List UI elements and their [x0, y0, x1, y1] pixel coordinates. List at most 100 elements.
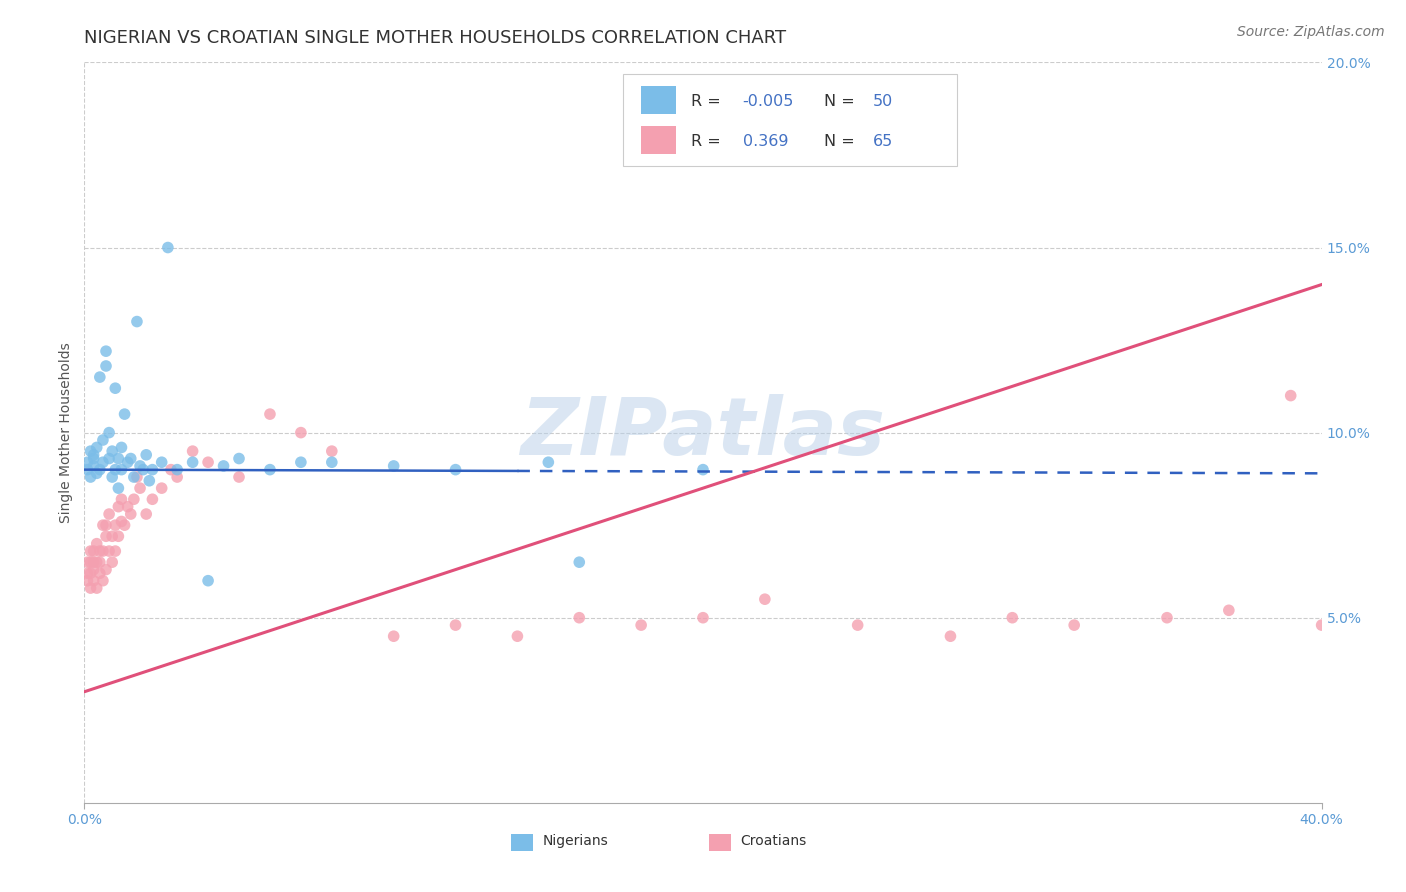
Point — [107, 529, 129, 543]
Point — [86, 536, 108, 550]
Text: R =: R = — [690, 94, 725, 109]
Point — [76, 574, 98, 588]
Point — [568, 555, 591, 569]
Point — [444, 462, 467, 476]
Point — [79, 444, 101, 458]
Point — [104, 462, 127, 476]
Point — [846, 618, 869, 632]
Point — [150, 481, 173, 495]
Point — [129, 481, 152, 495]
Point — [86, 555, 108, 569]
Point — [117, 500, 139, 514]
Point — [1156, 610, 1178, 624]
Point — [156, 240, 179, 255]
Point — [83, 458, 105, 473]
Point — [692, 462, 714, 476]
Point — [382, 458, 405, 473]
Point — [107, 500, 129, 514]
Point — [197, 455, 219, 469]
Point — [114, 518, 136, 533]
Point — [120, 507, 142, 521]
Point — [129, 458, 152, 473]
Point — [290, 455, 312, 469]
Point — [125, 470, 148, 484]
Point — [228, 451, 250, 466]
Point — [110, 462, 132, 476]
Point — [212, 458, 235, 473]
Point — [568, 610, 591, 624]
Point — [91, 433, 114, 447]
Point — [228, 470, 250, 484]
Point — [382, 629, 405, 643]
Point — [259, 462, 281, 476]
Point — [1310, 618, 1333, 632]
Text: N =: N = — [824, 134, 860, 149]
Point — [79, 544, 101, 558]
Point — [83, 544, 105, 558]
Point — [101, 470, 124, 484]
Point — [197, 574, 219, 588]
FancyBboxPatch shape — [641, 127, 676, 154]
Point — [692, 610, 714, 624]
Point — [110, 515, 132, 529]
Text: -0.005: -0.005 — [742, 94, 794, 109]
Point — [83, 555, 105, 569]
Point — [104, 544, 127, 558]
Point — [537, 455, 560, 469]
Point — [114, 407, 136, 421]
Point — [94, 529, 117, 543]
Point — [160, 462, 183, 476]
Point — [94, 563, 117, 577]
Point — [107, 481, 129, 495]
Point — [91, 574, 114, 588]
Point — [135, 507, 157, 521]
Point — [939, 629, 962, 643]
Point — [94, 344, 117, 359]
Point — [89, 555, 111, 569]
Point — [122, 470, 145, 484]
Point — [321, 455, 343, 469]
Point — [89, 544, 111, 558]
Point — [86, 581, 108, 595]
Point — [98, 451, 121, 466]
FancyBboxPatch shape — [512, 834, 533, 851]
Point — [1218, 603, 1240, 617]
Point — [132, 462, 155, 476]
Y-axis label: Single Mother Households: Single Mother Households — [59, 343, 73, 523]
Point — [141, 462, 163, 476]
Point — [754, 592, 776, 607]
Point — [150, 455, 173, 469]
Point — [166, 470, 188, 484]
Point — [76, 566, 98, 581]
Point — [107, 451, 129, 466]
Point — [89, 566, 111, 581]
Text: N =: N = — [824, 94, 860, 109]
Point — [1001, 610, 1024, 624]
Text: 65: 65 — [873, 134, 893, 149]
Text: 50: 50 — [873, 94, 893, 109]
Point — [101, 529, 124, 543]
Point — [259, 407, 281, 421]
Point — [110, 492, 132, 507]
Point — [98, 507, 121, 521]
Point — [181, 444, 204, 458]
Point — [117, 455, 139, 469]
Point — [104, 381, 127, 395]
Text: Croatians: Croatians — [740, 833, 807, 847]
Point — [79, 555, 101, 569]
Point — [1063, 618, 1085, 632]
Point — [91, 544, 114, 558]
Point — [101, 555, 124, 569]
Text: R =: R = — [690, 134, 725, 149]
Point — [98, 425, 121, 440]
Point — [321, 444, 343, 458]
Point — [120, 451, 142, 466]
Point — [91, 518, 114, 533]
Text: Nigerians: Nigerians — [543, 833, 607, 847]
Point — [444, 618, 467, 632]
Point — [98, 544, 121, 558]
Point — [79, 470, 101, 484]
Point — [122, 492, 145, 507]
Point — [138, 474, 160, 488]
FancyBboxPatch shape — [709, 834, 731, 851]
